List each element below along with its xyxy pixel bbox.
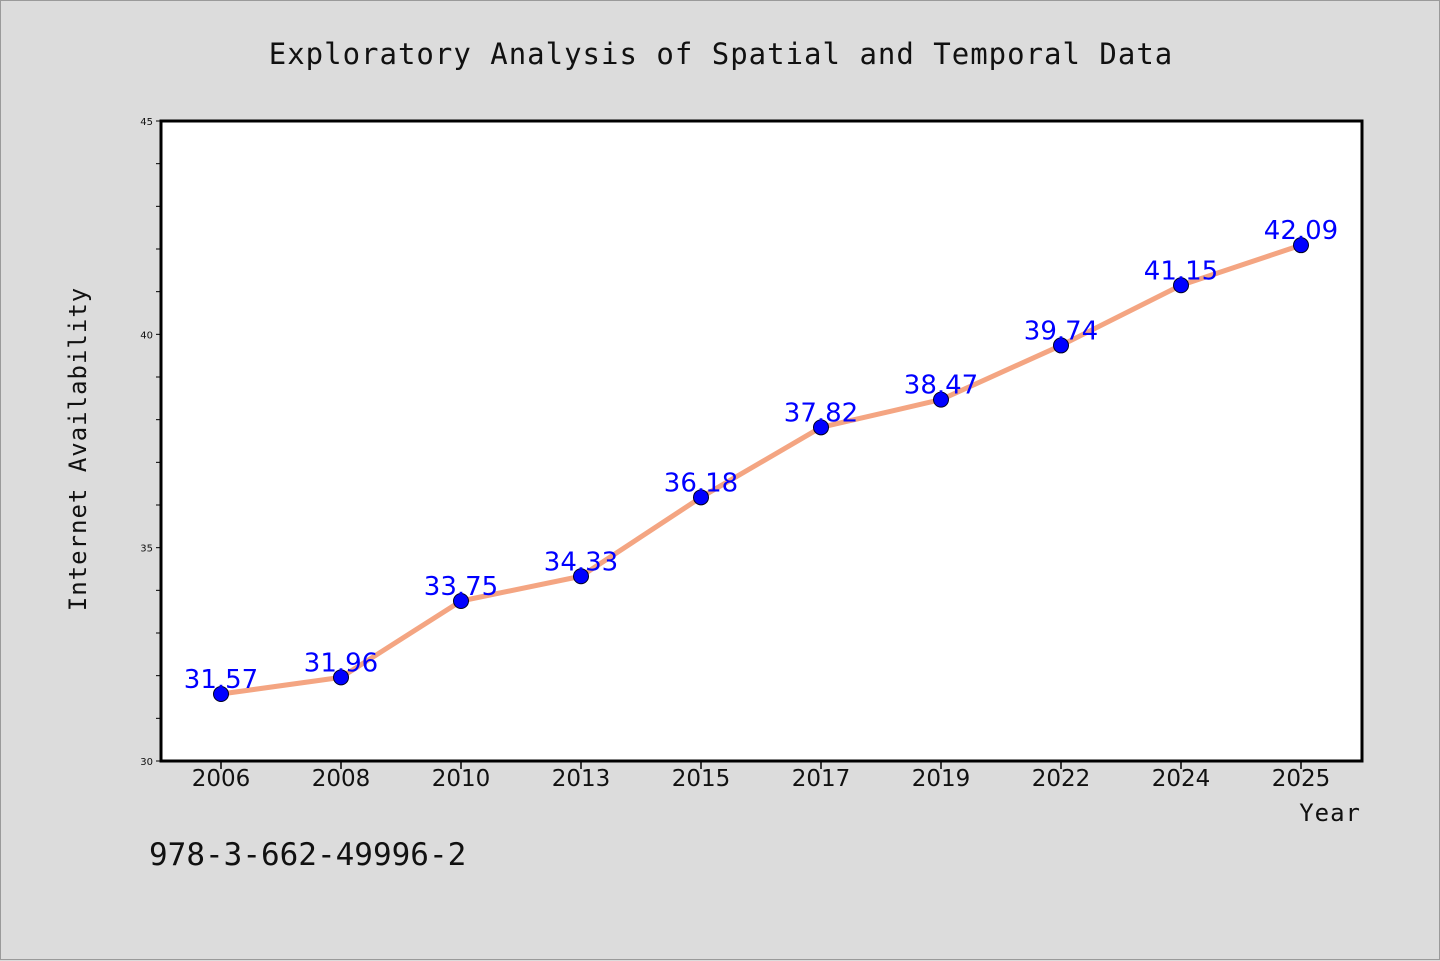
x-tick-label: 2019 xyxy=(912,766,971,792)
data-point xyxy=(1053,337,1069,354)
data-point xyxy=(693,489,709,506)
x-tick-label: 2006 xyxy=(192,766,251,792)
x-tick-label: 2010 xyxy=(432,766,491,792)
data-label: 38.47 xyxy=(904,371,978,401)
data-label: 42.09 xyxy=(1264,216,1338,246)
series-line-group: 31.57 31.96 33.75 34.33 36.18 37.82 38.47 39.74… xyxy=(184,216,1338,703)
data-label: 34.33 xyxy=(544,547,618,577)
data-point xyxy=(1173,277,1189,294)
x-tick-label: 2013 xyxy=(552,766,611,792)
y-tick-label: 30 xyxy=(140,757,153,768)
data-point xyxy=(1293,237,1309,254)
data-label: 39.74 xyxy=(1024,316,1098,346)
y-tick-label: 45 xyxy=(140,117,153,128)
y-axis-ticks: 30 35 40 45 xyxy=(140,117,161,768)
data-label: 37.82 xyxy=(784,398,858,428)
data-label: 33.75 xyxy=(424,572,498,602)
y-tick-label: 35 xyxy=(140,544,153,555)
data-point xyxy=(573,568,589,585)
data-label: 41.15 xyxy=(1144,256,1218,286)
plot-border xyxy=(159,119,1364,763)
isbn-code: 978-3-662-49996-2 xyxy=(149,837,466,873)
data-point xyxy=(933,391,949,408)
data-point xyxy=(333,669,349,686)
y-axis-label: Internet Availability xyxy=(64,287,92,611)
x-tick-label: 2022 xyxy=(1032,766,1091,792)
data-point xyxy=(453,593,469,609)
data-point xyxy=(213,686,229,703)
x-tick-label: 2024 xyxy=(1152,766,1211,792)
x-axis-ticks: 2006 2008 2010 2013 2015 2017 2019 2022 2024 2025 xyxy=(192,761,1331,792)
chart-title: Exploratory Analysis of Spatial and Temp… xyxy=(269,37,1174,71)
x-tick-label: 2008 xyxy=(312,766,371,792)
x-tick-label: 2017 xyxy=(792,766,851,792)
plot-area xyxy=(161,121,1362,761)
data-label: 31.96 xyxy=(304,648,378,678)
data-label: 36.18 xyxy=(664,468,738,498)
data-label: 31.57 xyxy=(184,665,258,695)
series-line xyxy=(220,242,1302,697)
x-tick-label: 2015 xyxy=(672,766,731,792)
x-axis-label: Year xyxy=(1299,799,1361,827)
x-tick-label: 2025 xyxy=(1272,766,1331,792)
data-point xyxy=(813,419,829,436)
y-tick-label: 40 xyxy=(140,330,153,341)
